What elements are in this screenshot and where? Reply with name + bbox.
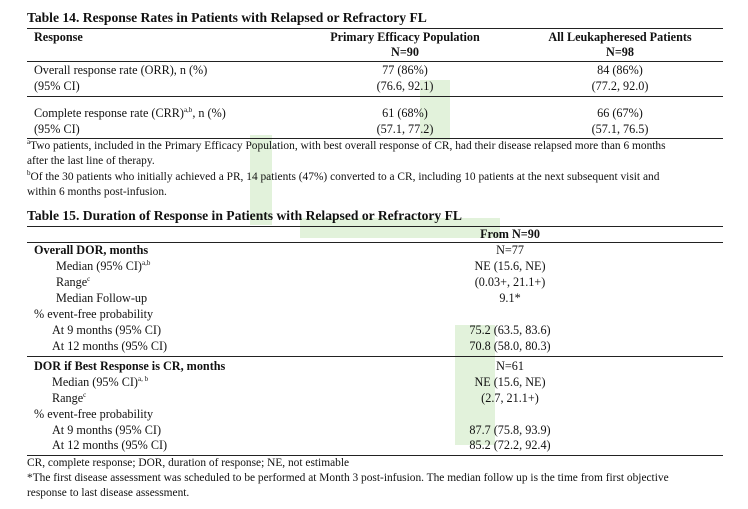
overall-12mo-value: 70.8 (58.0, 80.3) xyxy=(469,339,551,353)
cr-median-label: Median (95% CI)a, b xyxy=(52,375,149,389)
orr-all-value: 84 (86%) xyxy=(597,63,643,77)
table-rule xyxy=(27,242,723,243)
cr-12mo-value: 85.2 (72.2, 92.4) xyxy=(469,438,551,452)
cr-9mo-label: At 9 months (95% CI) xyxy=(52,423,162,437)
crr-ci-label: (95% CI) xyxy=(34,122,80,136)
leukapheresed-n: N=98 xyxy=(606,45,634,59)
table-15-title: Table 15. Duration of Response in Patien… xyxy=(27,208,462,223)
table-14-title: Table 14. Response Rates in Patients wit… xyxy=(27,10,427,25)
leukapheresed-header: All Leukapheresed Patients xyxy=(548,30,692,44)
overall-range-label: Rangec xyxy=(56,275,91,289)
cr-range-label: Rangec xyxy=(52,391,87,405)
footnote-a-cont: after the last line of therapy. xyxy=(27,155,155,167)
table-rule xyxy=(27,96,723,97)
abbreviations-note: CR, complete response; DOR, duration of … xyxy=(27,457,350,469)
orr-ci-primary-value: (76.6, 92.1) xyxy=(376,79,434,93)
overall-median-value: NE (15.6, NE) xyxy=(474,259,546,273)
table-rule xyxy=(27,28,723,29)
orr-ci-label: (95% CI) xyxy=(34,79,80,93)
primary-efficacy-header: Primary Efficacy Population xyxy=(330,30,480,44)
crr-all-value: 66 (67%) xyxy=(597,106,643,120)
primary-efficacy-n: N=90 xyxy=(391,45,419,59)
cr-median-value: NE (15.6, NE) xyxy=(474,375,546,389)
orr-label: Overall response rate (ORR), n (%) xyxy=(34,63,208,77)
asterisk-note: *The first disease assessment was schedu… xyxy=(27,472,669,484)
overall-median-label: Median (95% CI)a,b xyxy=(56,259,151,273)
crr-primary-value: 61 (68%) xyxy=(382,106,428,120)
footnote-b-cont: within 6 months post-infusion. xyxy=(27,186,167,198)
crr-ci-all-value: (57.1, 76.5) xyxy=(591,122,649,136)
asterisk-note-cont: response to last disease assessment. xyxy=(27,487,190,499)
table-rule xyxy=(27,138,723,139)
cr-range-value: (2.7, 21.1+) xyxy=(481,391,539,405)
orr-ci-all-value: (77.2, 92.0) xyxy=(591,79,649,93)
crr-ci-primary-value: (57.1, 77.2) xyxy=(376,122,434,136)
overall-9mo-label: At 9 months (95% CI) xyxy=(52,323,162,337)
cr-12mo-label: At 12 months (95% CI) xyxy=(52,438,168,452)
cr-dor-label: DOR if Best Response is CR, months xyxy=(34,359,226,373)
response-header: Response xyxy=(34,30,83,44)
cr-9mo-value: 87.7 (75.8, 93.9) xyxy=(469,423,551,437)
overall-dor-value: N=77 xyxy=(496,243,524,257)
orr-primary-value: 77 (86%) xyxy=(382,63,428,77)
event-free-label: % event-free probability xyxy=(34,307,154,321)
table-rule xyxy=(27,356,723,357)
table-rule xyxy=(27,61,723,62)
median-followup-label: Median Follow-up xyxy=(56,291,148,305)
crr-label: Complete response rate (CRR)a,b, n (%) xyxy=(34,106,226,120)
overall-12mo-label: At 12 months (95% CI) xyxy=(52,339,168,353)
footnote-a: aTwo patients, included in the Primary E… xyxy=(27,138,666,153)
table-rule xyxy=(27,455,723,456)
cr-dor-value: N=61 xyxy=(496,359,524,373)
overall-range-value: (0.03+, 21.1+) xyxy=(474,275,546,289)
median-followup-value: 9.1* xyxy=(499,291,521,305)
cr-event-free-label: % event-free probability xyxy=(34,407,154,421)
overall-9mo-value: 75.2 (63.5, 83.6) xyxy=(469,323,551,337)
from-n-header: From N=90 xyxy=(480,227,540,241)
footnote-b: bOf the 30 patients who initially achiev… xyxy=(27,169,660,184)
overall-dor-label: Overall DOR, months xyxy=(34,243,149,257)
table-rule xyxy=(27,226,723,227)
